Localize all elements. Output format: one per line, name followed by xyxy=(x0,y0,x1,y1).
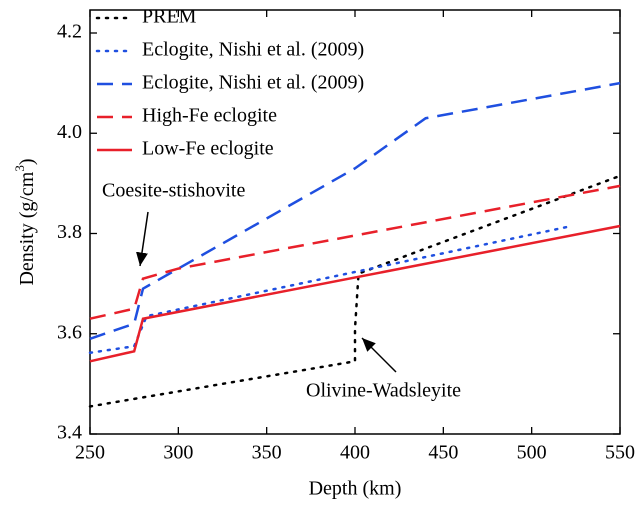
legend-label: Eclogite, Nishi et al. (2009) xyxy=(142,39,364,61)
y-tick-label: 4.0 xyxy=(57,121,82,143)
y-tick-label: 3.4 xyxy=(57,422,82,444)
y-tick-label: 3.8 xyxy=(57,221,82,243)
y-label-sup: 3 xyxy=(12,165,27,172)
annotation-arrow xyxy=(361,337,397,373)
legend-label: Low-Fe eclogite xyxy=(142,138,274,160)
annotation-arrow xyxy=(136,211,149,267)
legend-label: PREM xyxy=(142,6,197,28)
annotation: Olivine-Wadsleyite xyxy=(306,380,461,402)
x-tick-label: 400 xyxy=(340,442,370,464)
series-line xyxy=(88,225,569,355)
series-line xyxy=(89,184,621,320)
annotation: Coesite-stishovite xyxy=(102,180,245,202)
y-label-main: Density (g/cm xyxy=(16,171,38,285)
x-tick-label: 550 xyxy=(605,442,635,464)
y-tick-label: 3.6 xyxy=(57,321,82,343)
x-tick-label: 250 xyxy=(75,442,105,464)
x-axis-label: Depth (km) xyxy=(309,478,402,500)
x-tick-label: 450 xyxy=(428,442,458,464)
series-line xyxy=(88,174,622,408)
legend-label: Eclogite, Nishi et al. (2009) xyxy=(142,72,364,94)
x-tick-label: 500 xyxy=(517,442,547,464)
x-tick-label: 350 xyxy=(252,442,282,464)
series-line xyxy=(89,224,621,363)
y-tick-label: 4.2 xyxy=(57,21,82,43)
legend-label: High-Fe eclogite xyxy=(142,105,277,127)
x-tick-label: 300 xyxy=(163,442,193,464)
y-axis-label: Density (g/cm3) xyxy=(12,158,38,285)
y-label-end: ) xyxy=(16,158,38,165)
series-line xyxy=(89,81,621,340)
